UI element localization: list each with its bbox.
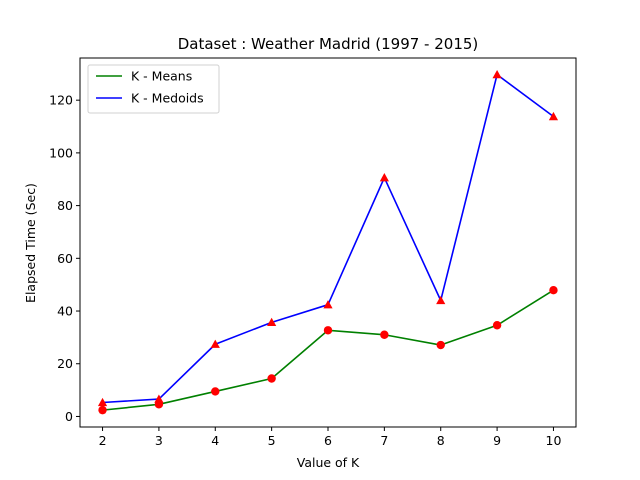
y-tick-label: 60	[57, 251, 73, 266]
data-point-k-means	[98, 405, 107, 415]
data-point-k-means	[492, 321, 502, 330]
x-tick-label: 3	[155, 433, 163, 448]
y-tick-label: 0	[65, 409, 73, 424]
y-tick-label: 20	[57, 356, 73, 371]
x-tick-label: 10	[546, 433, 562, 448]
data-point-k-medoids	[548, 111, 559, 121]
x-tick-label: 6	[324, 433, 332, 448]
x-tick-label: 5	[268, 433, 276, 448]
data-point-k-medoids	[97, 397, 108, 407]
y-tick-label: 120	[49, 93, 73, 108]
data-point-k-means	[211, 387, 220, 396]
x-axis-label: Value of K	[297, 455, 360, 470]
data-point-k-medoids	[436, 295, 446, 305]
data-point-k-medoids	[210, 339, 220, 348]
legend-label-k-medoids: K - Medoids	[131, 91, 204, 106]
x-tick-label: 2	[99, 433, 107, 448]
legend-box	[87, 64, 220, 114]
data-point-k-means	[380, 330, 389, 339]
data-point-k-medoids	[323, 300, 333, 309]
chart-title: Dataset : Weather Madrid (1997 - 2015)	[178, 35, 479, 53]
x-tick-label: 7	[380, 433, 388, 448]
legend: K - Means K - Medoids	[87, 64, 220, 114]
data-point-k-means	[436, 340, 445, 350]
data-point-k-means	[323, 326, 333, 335]
legend-label-k-means: K - Means	[131, 69, 192, 84]
data-point-k-medoids	[267, 317, 277, 327]
x-tick-label: 4	[211, 433, 219, 448]
y-tick-label: 40	[57, 304, 73, 319]
data-point-k-means	[267, 374, 276, 383]
y-tick-label: 100	[49, 145, 73, 160]
y-tick-label: 80	[57, 198, 73, 213]
data-point-k-medoids	[379, 173, 389, 182]
data-point-k-means	[549, 286, 558, 295]
x-tick-label: 8	[437, 433, 445, 448]
data-point-k-medoids	[492, 70, 502, 79]
x-tick-label: 9	[493, 433, 501, 448]
data-point-k-medoids	[154, 394, 164, 403]
y-axis-label: Elapsed Time (Sec)	[23, 183, 38, 303]
